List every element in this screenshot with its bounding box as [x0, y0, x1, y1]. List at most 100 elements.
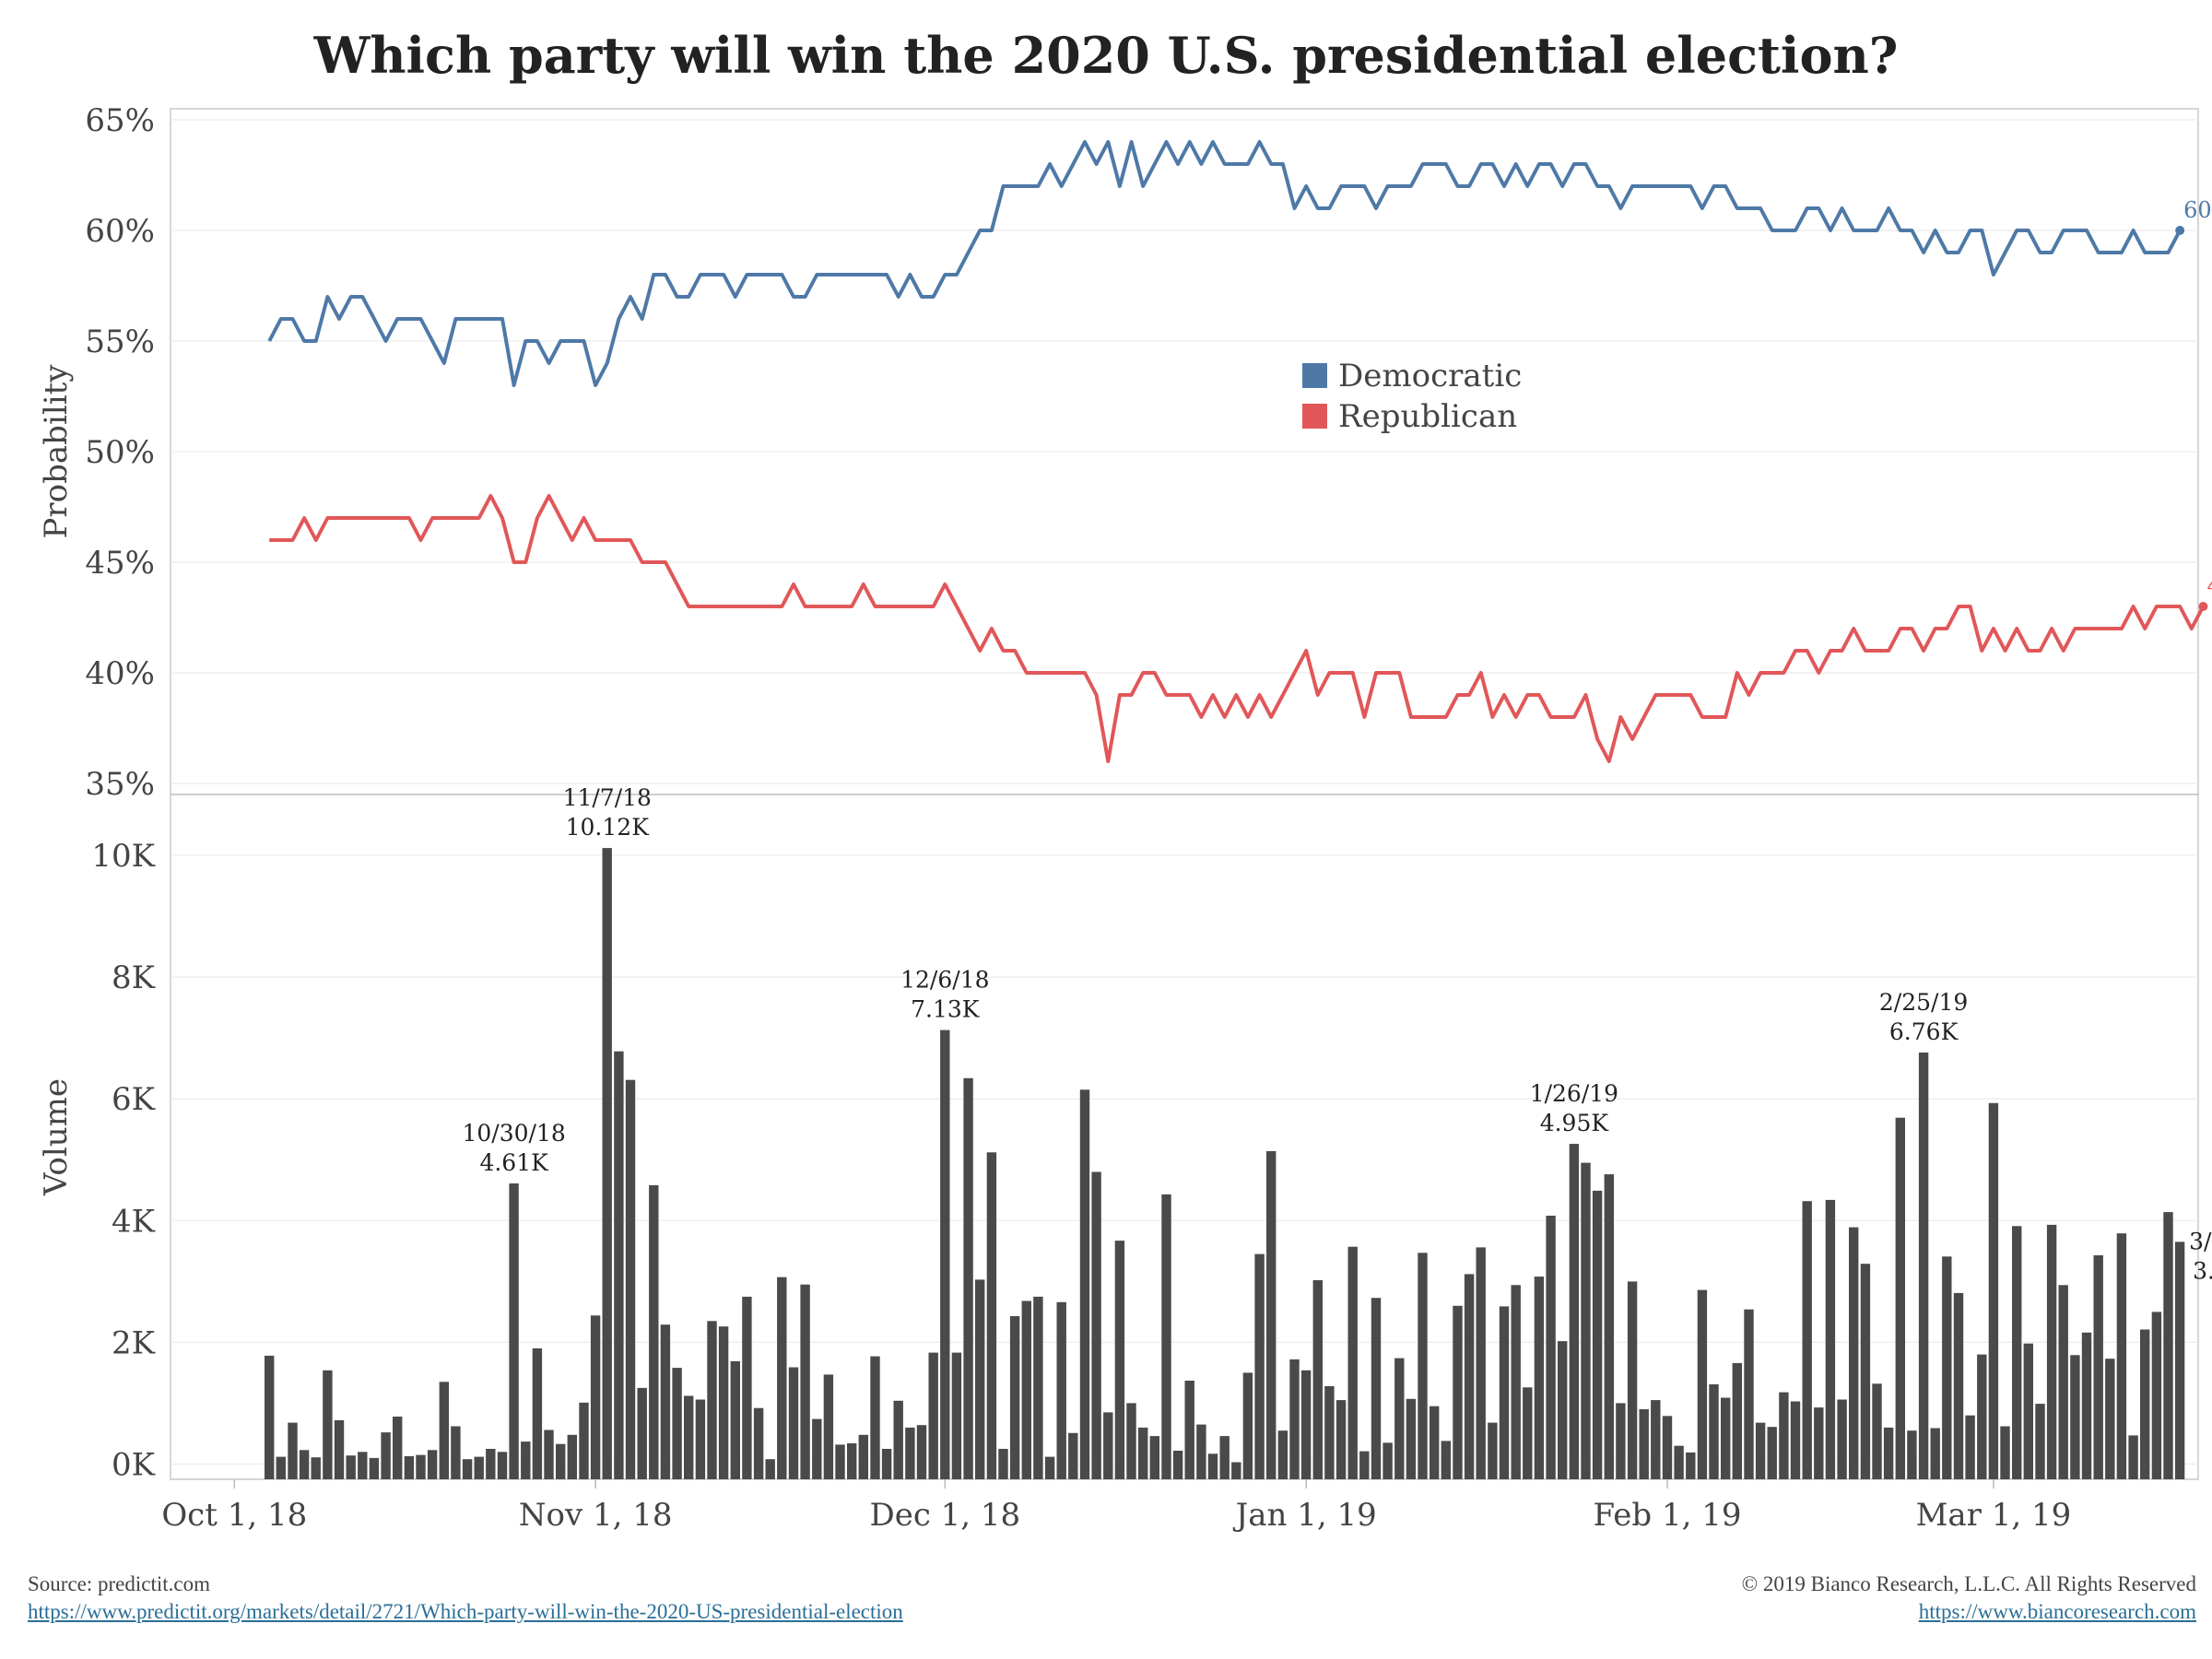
volume-bar: [695, 1399, 706, 1479]
site-link[interactable]: https://www.biancoresearch.com: [1919, 1600, 2196, 1624]
volume-bar: [1686, 1452, 1696, 1479]
volume-bar: [1476, 1247, 1486, 1479]
probability-tick-label: 45%: [85, 545, 155, 582]
volume-bar: [1464, 1274, 1475, 1479]
volume-annotation-date: 1/26/19: [1530, 1080, 1618, 1107]
volume-annotation-date: 11/7/18: [563, 784, 652, 811]
volume-annotation-date: 12/6/18: [900, 967, 989, 994]
volume-bar: [1674, 1445, 1684, 1479]
probability-tick-label: 55%: [85, 324, 155, 360]
site-url-link[interactable]: https://www.biancoresearch.com: [1918, 1600, 2196, 1623]
volume-bar: [1732, 1362, 1742, 1479]
volume-panel-frame: [170, 794, 2199, 1480]
volume-bar: [707, 1321, 717, 1479]
democratic-series-line: [267, 140, 2182, 387]
volume-bar: [416, 1454, 426, 1479]
source-url-link[interactable]: https://www.predictit.org/markets/detail…: [28, 1600, 903, 1623]
volume-bar: [1558, 1341, 1568, 1479]
volume-bar: [1277, 1430, 1288, 1479]
volume-bar: [881, 1449, 892, 1479]
volume-bar: [2046, 1224, 2057, 1479]
volume-bar: [963, 1077, 973, 1479]
volume-bar: [369, 1457, 380, 1479]
volume-bar: [1382, 1442, 1393, 1479]
volume-bar: [1709, 1384, 1719, 1479]
volume-bar: [311, 1457, 321, 1479]
volume-bar: [1138, 1427, 1148, 1479]
volume-bar: [1953, 1292, 1964, 1479]
volume-bar: [1266, 1151, 1277, 1479]
probability-tick-label: 50%: [85, 434, 155, 471]
volume-bar: [590, 1315, 601, 1479]
volume-bar: [1184, 1381, 1194, 1479]
volume-tick-label: 8K: [112, 959, 156, 996]
volume-bar: [579, 1402, 589, 1479]
volume-bar: [334, 1419, 345, 1479]
volume-tick-label: 0K: [112, 1446, 156, 1483]
volume-bar: [1523, 1387, 1533, 1479]
volume-bar: [1616, 1403, 1626, 1479]
volume-bar: [998, 1449, 1008, 1479]
volume-bar: [1499, 1306, 1510, 1479]
volume-tick-label: 4K: [112, 1203, 156, 1240]
x-tick-label: Nov 1, 18: [519, 1497, 673, 1534]
volume-bar: [1546, 1216, 1556, 1479]
volume-bar: [462, 1459, 473, 1479]
volume-annotation-value: 6.76K: [1889, 1018, 1959, 1045]
volume-bar: [2140, 1329, 2150, 1479]
volume-bar: [1767, 1427, 1777, 1479]
volume-bar: [2012, 1226, 2022, 1479]
volume-bar: [823, 1374, 834, 1479]
volume-bar: [323, 1370, 333, 1479]
volume-bar: [858, 1434, 868, 1479]
volume-bar: [1219, 1436, 1230, 1479]
volume-bar: [2058, 1285, 2068, 1479]
volume-annotation-value: 4.95K: [1540, 1110, 1610, 1136]
volume-bar: [1581, 1162, 1591, 1479]
volume-bar: [986, 1152, 997, 1479]
chart-title: Which party will win the 2020 U.S. presi…: [313, 26, 1899, 85]
volume-bar: [1802, 1201, 1812, 1479]
volume-bar: [625, 1079, 636, 1479]
x-tick-label: Dec 1, 18: [869, 1497, 1020, 1534]
volume-bar: [358, 1452, 368, 1479]
volume-bar: [1009, 1316, 1020, 1479]
volume-bar: [1068, 1432, 1078, 1479]
volume-bar: [1347, 1246, 1358, 1479]
volume-bar: [730, 1360, 740, 1479]
volume-bar: [1744, 1309, 1754, 1479]
volume-bar: [777, 1277, 787, 1479]
volume-bar: [2081, 1332, 2092, 1479]
democratic-legend-swatch: [1302, 363, 1327, 388]
volume-bar: [847, 1443, 857, 1479]
source-link[interactable]: https://www.predictit.org/markets/detail…: [28, 1600, 903, 1624]
volume-bar: [1371, 1298, 1382, 1479]
volume-bar: [276, 1456, 286, 1479]
volume-bar: [649, 1185, 659, 1479]
volume-bar: [614, 1051, 624, 1479]
volume-bar: [2070, 1355, 2080, 1479]
volume-bar: [1289, 1359, 1300, 1479]
volume-bar: [765, 1459, 775, 1479]
volume-bar: [1172, 1451, 1183, 1479]
volume-bar: [532, 1348, 543, 1479]
volume-bar: [1779, 1392, 1789, 1479]
democratic-end-point: [2175, 226, 2185, 235]
volume-annotation-date: 10/30/18: [462, 1120, 565, 1147]
volume-tick-label: 6K: [112, 1081, 156, 1118]
volume-bar: [346, 1455, 356, 1479]
volume-bar: [1300, 1370, 1312, 1479]
volume-bar: [1651, 1400, 1661, 1479]
volume-bar: [544, 1430, 554, 1479]
volume-bar: [812, 1418, 822, 1479]
volume-annotation-date: 2/25/19: [1879, 989, 1968, 1016]
volume-bar: [1033, 1296, 1043, 1479]
volume-bar: [474, 1456, 484, 1479]
volume-bar: [1149, 1436, 1159, 1479]
volume-annotation-value: 10.12K: [566, 814, 651, 841]
volume-bar: [800, 1284, 810, 1479]
republican-series-line: [269, 494, 2206, 763]
volume-bar: [1406, 1398, 1417, 1479]
volume-bar: [1207, 1453, 1218, 1479]
